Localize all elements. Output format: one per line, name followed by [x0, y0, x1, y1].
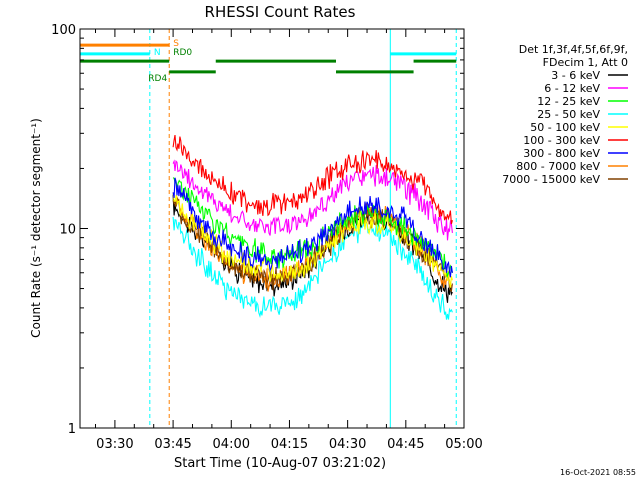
flag-label: S: [173, 39, 179, 49]
x-tick-label: 03:45: [154, 437, 191, 452]
flag-label: RD0: [173, 48, 192, 58]
legend-entry-label: 12 - 25 keV: [537, 95, 600, 108]
footer-timestamp: 16-Oct-2021 08:55: [560, 468, 636, 477]
flag-bars: S N RD0 RD4: [80, 39, 457, 84]
chart-title: RHESSI Count Rates: [205, 3, 356, 21]
legend-entry-label: 800 - 7000 keV: [516, 160, 600, 173]
legend-entry-label: 25 - 50 keV: [537, 108, 600, 121]
series-line: [172, 159, 453, 241]
y-axis-label: Count Rate (s⁻¹ detector segment⁻¹): [29, 118, 43, 338]
y-axis: 1 10 100: [51, 23, 464, 437]
series-line: [172, 192, 453, 288]
legend-entry-label: 100 - 300 keV: [523, 134, 600, 147]
legend-entry-label: 7000 - 15000 keV: [502, 173, 600, 186]
y-tick-label: 100: [51, 23, 76, 38]
series-line: [172, 177, 453, 278]
series-line: [172, 215, 453, 320]
legend: Det 1f,3f,4f,5f,6f,9f, FDecim 1, Att 0 3…: [502, 43, 628, 186]
legend-entry-label: 3 - 6 keV: [551, 69, 600, 82]
x-axis: 03:30 03:45 04:00 04:15 04:30 04:45 05:00: [95, 29, 483, 452]
legend-entry-label: 6 - 12 keV: [544, 82, 600, 95]
y-tick-label: 1: [68, 422, 76, 437]
legend-header-line-1: Det 1f,3f,4f,5f,6f,9f,: [519, 43, 628, 56]
x-tick-label: 05:00: [445, 437, 482, 452]
series-group: [172, 135, 453, 320]
x-tick-label: 04:00: [213, 437, 250, 452]
flag-label: N: [154, 48, 161, 58]
legend-entry-label: 50 - 100 keV: [530, 121, 600, 134]
flag-label: RD4: [148, 74, 167, 84]
legend-entry-label: 300 - 800 keV: [523, 147, 600, 160]
series-line: [172, 135, 453, 225]
y-tick-label: 10: [59, 223, 76, 238]
x-tick-label: 04:30: [329, 437, 366, 452]
x-axis-label: Start Time (10-Aug-07 03:21:02): [174, 456, 386, 471]
x-tick-label: 04:15: [271, 437, 308, 452]
x-tick-label: 04:45: [387, 437, 424, 452]
x-tick-label: 03:30: [96, 437, 133, 452]
series-line: [172, 177, 453, 279]
legend-header-line-2: FDecim 1, Att 0: [543, 56, 628, 69]
